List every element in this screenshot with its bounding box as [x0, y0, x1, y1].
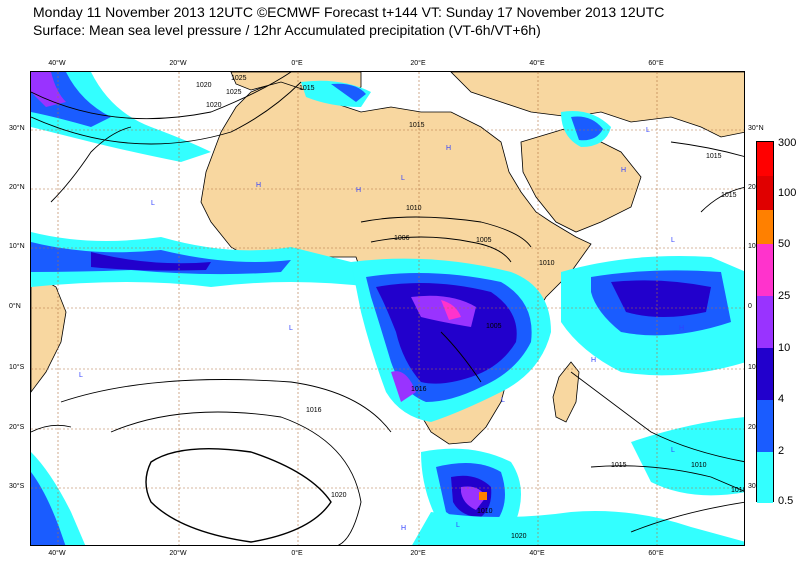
pressure-centre: H: [679, 325, 684, 332]
isobar-label: 1020: [331, 492, 347, 499]
legend-swatch: [757, 348, 773, 400]
lon-label-top: 60°E: [648, 60, 664, 67]
isobar-label: 1015: [611, 462, 627, 469]
legend-label: 50: [778, 238, 791, 250]
lon-label-top: 40°E: [529, 60, 545, 67]
legend-label: 10: [778, 342, 791, 354]
isobar-label: 1010: [731, 487, 745, 494]
legend-swatch: [757, 296, 773, 348]
forecast-title: Monday 11 November 2013 12UTC ©ECMWF For…: [33, 4, 665, 20]
isobar-label: 1010: [477, 508, 493, 515]
lon-label-bottom: 20°E: [410, 550, 426, 557]
lon-label-bottom: 40°W: [48, 550, 66, 557]
pressure-centre: L: [646, 127, 650, 134]
lat-label-left: 10°S: [9, 364, 25, 371]
legend-label: 2: [778, 445, 785, 457]
isobar-label: 1005: [486, 323, 502, 330]
lon-label-bottom: 40°E: [529, 550, 545, 557]
isobar-label: 1006: [394, 235, 410, 242]
pressure-centre: L: [401, 175, 405, 182]
lon-label-bottom: 20°W: [169, 550, 187, 557]
legend-swatch: [757, 400, 773, 452]
isobar-label: 1016: [306, 407, 322, 414]
legend-label: 4: [778, 393, 785, 405]
isobar-label: 1020: [206, 102, 222, 109]
lon-label-top: 20°W: [169, 60, 187, 67]
legend-swatch: [757, 452, 773, 503]
pressure-centre: L: [456, 522, 460, 529]
madagascar-landmass: [552, 361, 580, 423]
pressure-centre: L: [151, 200, 155, 207]
pressure-centre: H: [356, 187, 361, 194]
isobars: [31, 72, 744, 545]
pressure-centre: H: [401, 525, 406, 532]
lon-label-bottom: 60°E: [648, 550, 664, 557]
lat-label-left: 30°S: [9, 483, 25, 490]
lat-label-left: 0°N: [9, 303, 21, 310]
precipitation-layer: [31, 72, 744, 545]
lat-label-right: 30: [748, 483, 756, 490]
isobar-label: 1010: [406, 205, 422, 212]
isobar-label: 1015: [721, 192, 737, 199]
map-panel: 1020 1025 1015 1010 1006 1005 1010 1015 …: [30, 71, 745, 546]
isobar-labels: 1020 1025 1015 1010 1006 1005 1010 1015 …: [196, 75, 745, 540]
legend-swatch: [757, 176, 773, 210]
lat-label-right: 30°N: [748, 125, 764, 132]
lat-label-right: 0: [748, 303, 752, 310]
legend-swatch: [757, 244, 773, 296]
pressure-centre: H: [446, 145, 451, 152]
legend-label: 25: [778, 290, 791, 302]
isobar-label: 1015: [706, 153, 722, 160]
lat-label-left: 10°N: [9, 243, 25, 250]
south-america-landmass: [31, 271, 67, 393]
lat-label-right: 20: [748, 424, 756, 431]
pressure-centre: H: [591, 357, 596, 364]
isobar-label: 1010: [539, 260, 555, 267]
lat-label-left: 20°N: [9, 184, 25, 191]
lat-label-right: 20: [748, 184, 756, 191]
lon-label-top: 40°W: [48, 60, 66, 67]
isobar-label: 1005: [476, 237, 492, 244]
legend-label: 0.5: [778, 495, 794, 507]
lat-label-right: 10: [748, 243, 756, 250]
legend-label: 100: [778, 187, 797, 199]
legend-swatch: [757, 210, 773, 244]
isobar-label: 1015: [409, 122, 425, 129]
lat-label-right: 10: [748, 364, 756, 371]
lon-label-bottom: 0°E: [291, 550, 303, 557]
lat-label-left: 30°N: [9, 125, 25, 132]
isobar-label: 1015: [299, 85, 315, 92]
isobar-label: 1020: [511, 533, 527, 540]
lat-label-left: 20°S: [9, 424, 25, 431]
isobar-label: 1025: [231, 75, 247, 82]
isobar-label: 1025: [226, 89, 242, 96]
precipitation-legend: [756, 141, 774, 503]
arabia-landmass: [520, 126, 642, 233]
pressure-centre: L: [671, 237, 675, 244]
pressure-centre: L: [501, 397, 505, 404]
lon-label-top: 20°E: [410, 60, 426, 67]
asia-landmass: [450, 72, 744, 138]
legend-swatch: [757, 142, 773, 176]
isobar-label: 1016: [411, 386, 427, 393]
pressure-centre: L: [289, 325, 293, 332]
pressure-centre: H: [256, 182, 261, 189]
map-canvas: 1020 1025 1015 1010 1006 1005 1010 1015 …: [31, 72, 745, 545]
legend-label: 300: [778, 137, 797, 149]
pressure-centre: L: [79, 372, 83, 379]
pressure-centre: H: [621, 167, 626, 174]
pressure-centres: H H L L H H L L L H L H L L H L: [79, 127, 684, 532]
lon-label-top: 0°E: [291, 60, 303, 67]
pressure-centre: L: [671, 447, 675, 454]
forecast-subtitle: Surface: Mean sea level pressure / 12hr …: [33, 22, 541, 38]
isobar-label: 1010: [691, 462, 707, 469]
isobar-label: 1020: [196, 82, 212, 89]
